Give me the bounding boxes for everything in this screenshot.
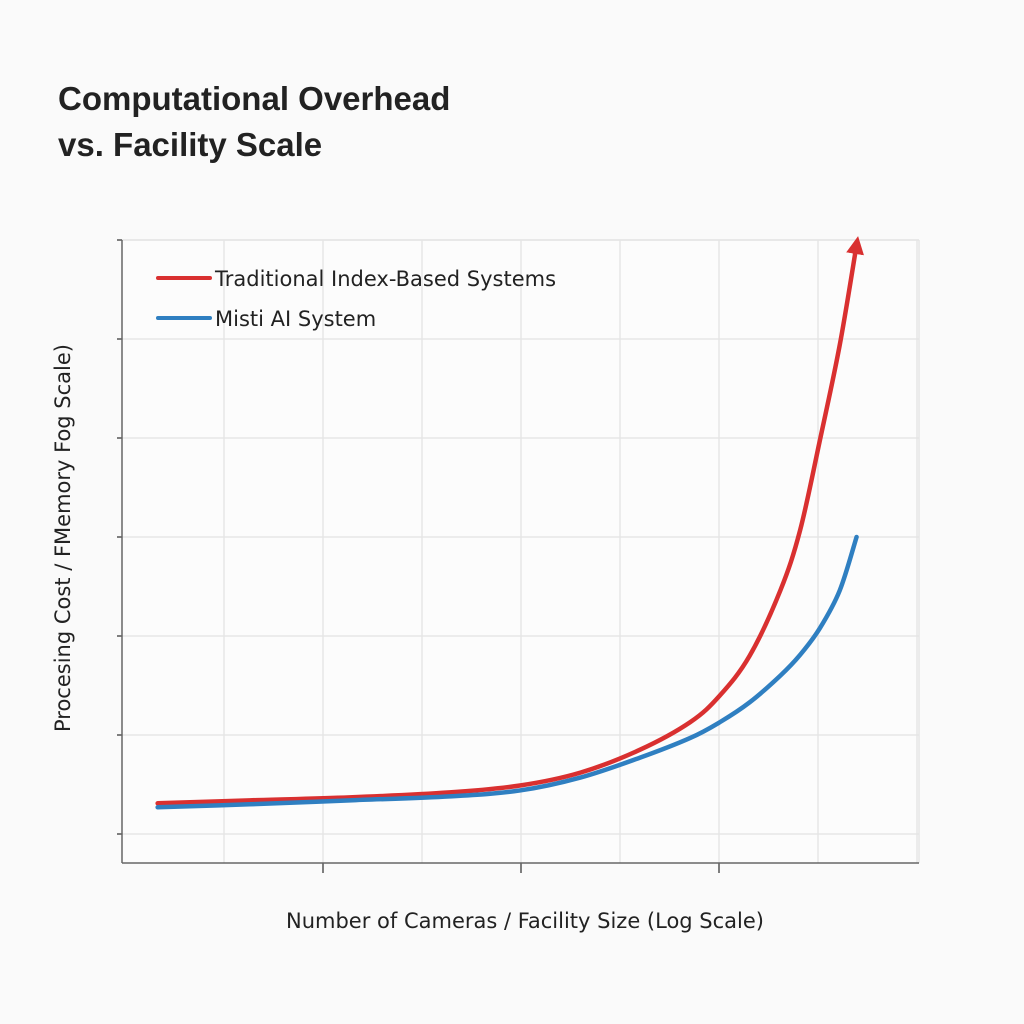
- y-axis-label: Procesing Cost / FMemory Fog Scale): [51, 344, 75, 732]
- series-group: [155, 236, 864, 810]
- legend-label-traditional: Traditional Index-Based Systems: [214, 267, 556, 291]
- grid: [122, 239, 920, 863]
- x-axis-label: Number of Cameras / Facility Size (Log S…: [286, 909, 764, 933]
- chart-title-line2: vs. Facility Scale: [58, 126, 323, 163]
- chart-title: Computational Overhead vs. Facility Scal…: [58, 76, 450, 168]
- series-line-misti: [155, 534, 859, 810]
- chart-title-line1: Computational Overhead: [58, 80, 451, 117]
- legend-label-misti: Misti AI System: [215, 307, 376, 331]
- legend: Traditional Index-Based Systems Misti AI…: [156, 267, 556, 331]
- axes: [117, 239, 919, 873]
- series-line-traditional: [155, 236, 864, 806]
